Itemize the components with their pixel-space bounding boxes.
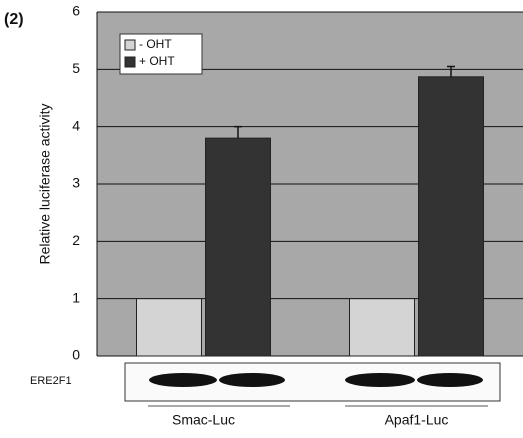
y-tick-label: 6 [72,3,80,19]
bar [205,137,271,357]
bar [418,76,484,357]
y-tick-label: 4 [72,117,80,133]
y-axis-label: Relative luciferase activity [37,103,53,264]
x-tick-label: Apaf1-Luc [385,412,449,428]
y-tick-label: 0 [72,347,80,363]
bar [136,298,202,357]
legend-label: - OHT [139,37,172,51]
blot-label: ERE2F1 [30,375,72,387]
x-tick-label: Smac-Luc [172,412,235,428]
blot-band [149,373,217,387]
error-bar [234,125,242,139]
blot-band [219,373,285,387]
y-tick-label: 5 [72,60,80,76]
blot-band [345,373,415,387]
panel-label: (2) [4,11,24,28]
legend-swatch [124,39,136,51]
y-tick-label: 2 [72,232,80,248]
blot [124,362,501,407]
legend-label: + OHT [139,54,175,68]
legend-swatch [124,56,136,68]
bar [349,298,415,357]
y-tick-label: 1 [72,289,80,305]
error-bar [447,65,455,77]
blot-band [417,373,483,387]
y-tick-label: 3 [72,175,80,191]
